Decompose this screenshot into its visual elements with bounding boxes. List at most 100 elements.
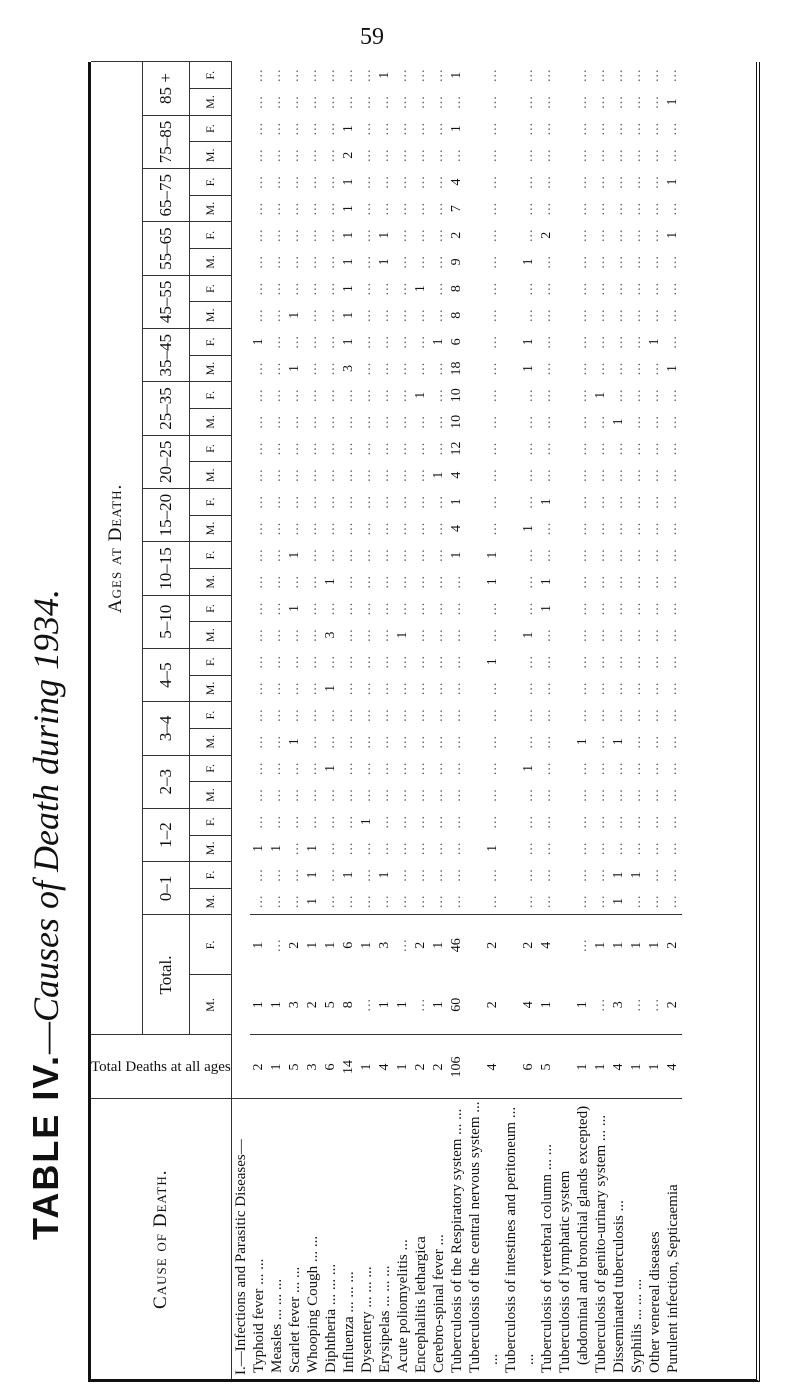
cause: Whooping Cough ... ... — [303, 1099, 322, 1379]
female-deaths: ... — [538, 761, 554, 776]
female-deaths: ... — [394, 761, 410, 776]
female-deaths: ... — [322, 868, 338, 882]
female-deaths: 1 — [664, 178, 680, 186]
total-female: 2 — [285, 915, 304, 975]
male-deaths: ... — [340, 788, 356, 802]
male-deaths: 1 — [520, 631, 536, 639]
female-deaths: ... — [628, 281, 644, 296]
female-deaths: ... — [538, 388, 554, 402]
male-deaths: ... — [592, 521, 608, 536]
total-deaths: 6 — [321, 1035, 340, 1099]
female-deaths: ... — [430, 121, 446, 136]
male-deaths: ... — [394, 841, 410, 856]
female-deaths: ... — [574, 441, 590, 456]
table-row: Dysentery ... ... ... 1... 1......... 1....… — [357, 62, 376, 1379]
male-deaths: 1 — [340, 205, 356, 213]
male-deaths: ... — [484, 628, 500, 642]
male-deaths: ... — [340, 681, 356, 696]
header-row: Cause of Death. Total Deaths at all ages A… — [91, 61, 232, 1379]
female-deaths: ... — [322, 548, 338, 562]
total-female: 1 — [609, 915, 628, 975]
female-deaths: ... — [340, 388, 356, 402]
female-deaths: ... — [664, 655, 680, 669]
female-deaths: ... — [376, 121, 392, 136]
total-male: 4 — [520, 1001, 536, 1009]
male-deaths: ... — [574, 361, 590, 376]
male-deaths: ... — [286, 201, 302, 216]
male-deaths: ... — [412, 521, 428, 536]
female-deaths: ... — [610, 655, 626, 669]
male-deaths: ... — [592, 415, 608, 429]
female-deaths: 1 — [376, 71, 392, 79]
male-deaths: 1 — [520, 258, 536, 266]
male-deaths: ... — [484, 894, 500, 909]
male-deaths: ... — [394, 308, 410, 322]
total-deaths: 1 — [555, 1035, 592, 1099]
female-deaths: ... — [664, 708, 680, 722]
male-deaths: ... — [448, 841, 464, 856]
female-deaths: ... — [322, 175, 338, 189]
female-deaths: ... — [268, 868, 284, 882]
male-deaths: ... — [430, 95, 446, 109]
male-deaths: ... — [484, 734, 500, 749]
male-deaths: ... — [520, 148, 536, 163]
male-deaths: ... — [412, 415, 428, 429]
female-deaths: ... — [412, 601, 428, 616]
female-deaths: ... — [484, 708, 500, 722]
female-deaths: ... — [412, 228, 428, 243]
female-deaths: ... — [268, 814, 284, 829]
cause: Measles ... ... ... — [267, 1099, 286, 1379]
female-deaths: ... — [448, 708, 464, 722]
age-group-header: 45–55 — [142, 275, 190, 329]
table: Cause of Death. Total Deaths at all ages A… — [91, 61, 682, 1379]
female-deaths: ... — [412, 814, 428, 829]
male-deaths: 4 — [448, 471, 464, 479]
male-deaths: ... — [250, 468, 266, 482]
female-deaths: ... — [358, 388, 374, 402]
total-male: ... — [646, 998, 662, 1012]
female-deaths: 1 — [340, 231, 356, 239]
female-deaths: ... — [430, 495, 446, 509]
male-deaths: ... — [520, 788, 536, 802]
female-deaths: ... — [286, 228, 302, 243]
male-deaths: ... — [268, 788, 284, 802]
male-deaths: ... — [358, 575, 374, 589]
male-deaths: ... — [646, 788, 662, 802]
table-row: Encephalitis lethargica 2... 2............… — [411, 62, 430, 1379]
male-deaths: ... — [628, 575, 644, 589]
age-group-header: 35–45 — [142, 328, 190, 382]
female-deaths: ... — [448, 655, 464, 669]
cause-header: Cause of Death. — [91, 1099, 232, 1379]
male-deaths: 2 — [340, 151, 356, 159]
male-deaths: ... — [340, 628, 356, 642]
male-deaths: ... — [250, 361, 266, 376]
total-male: 5 — [322, 1001, 338, 1009]
male-deaths: ... — [664, 468, 680, 482]
table-title: TABLE IV.—Causes of Death during 1934. — [18, 40, 74, 1240]
female-deaths: ... — [358, 548, 374, 562]
male-deaths: 1 — [340, 258, 356, 266]
male-deaths: 1 — [484, 844, 500, 852]
male-deaths: 3 — [340, 365, 356, 373]
male-deaths: ... — [538, 201, 554, 216]
female-deaths: 1 — [286, 551, 302, 559]
male-deaths: ... — [268, 521, 284, 536]
cause: Influenza ... ... ... — [339, 1099, 358, 1379]
female-deaths: 1 — [538, 498, 554, 506]
total-deaths: 4 — [609, 1035, 628, 1099]
male-deaths: ... — [340, 841, 356, 856]
female-deaths: ... — [322, 441, 338, 456]
total-male: 2 — [304, 1001, 320, 1009]
male-deaths: ... — [268, 734, 284, 749]
male-deaths: ... — [646, 361, 662, 376]
male-deaths: ... — [250, 788, 266, 802]
female-deaths: ... — [574, 335, 590, 349]
female-deaths: ... — [592, 441, 608, 456]
male-deaths: ... — [610, 361, 626, 376]
male-deaths: ... — [484, 415, 500, 429]
female-deaths: ... — [628, 121, 644, 136]
male-deaths: ... — [448, 575, 464, 589]
male-deaths: ... — [592, 841, 608, 856]
female-deaths: ... — [520, 388, 536, 402]
female-deaths: 8 — [448, 285, 464, 293]
